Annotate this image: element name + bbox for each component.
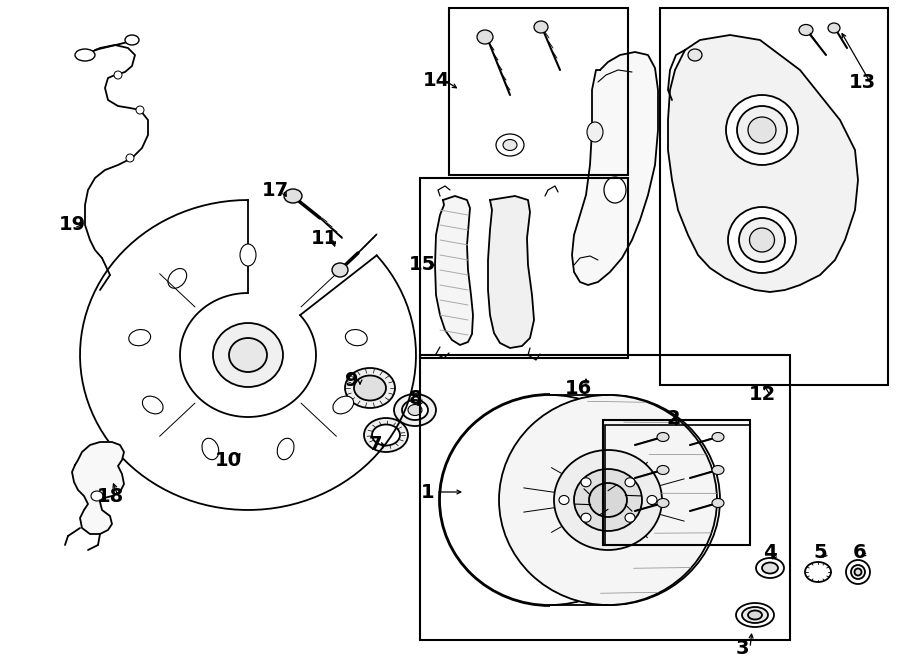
Ellipse shape	[739, 218, 785, 262]
Text: 8: 8	[410, 389, 423, 408]
Ellipse shape	[742, 607, 768, 623]
Ellipse shape	[625, 513, 635, 522]
Ellipse shape	[477, 30, 493, 44]
Bar	[420, 355, 790, 640]
Ellipse shape	[736, 603, 774, 627]
Bar	[660, 8, 888, 385]
Text: 18: 18	[96, 487, 123, 506]
Ellipse shape	[756, 558, 784, 578]
Ellipse shape	[213, 323, 283, 387]
Ellipse shape	[91, 491, 103, 501]
Ellipse shape	[126, 154, 134, 162]
Ellipse shape	[136, 106, 144, 114]
Ellipse shape	[657, 465, 669, 475]
Ellipse shape	[581, 478, 591, 487]
Polygon shape	[435, 196, 473, 345]
Text: 1: 1	[421, 483, 435, 502]
Ellipse shape	[625, 478, 635, 487]
Ellipse shape	[499, 395, 717, 605]
Ellipse shape	[728, 207, 796, 273]
Text: 12: 12	[749, 385, 776, 404]
Ellipse shape	[851, 565, 865, 579]
Ellipse shape	[346, 330, 367, 346]
Text: 16: 16	[564, 379, 591, 397]
Ellipse shape	[229, 338, 267, 372]
Ellipse shape	[762, 563, 778, 573]
Ellipse shape	[750, 228, 775, 252]
Ellipse shape	[500, 395, 720, 605]
Ellipse shape	[240, 244, 256, 266]
Ellipse shape	[737, 106, 787, 154]
Ellipse shape	[748, 610, 762, 620]
Text: 10: 10	[214, 451, 241, 469]
Ellipse shape	[129, 330, 150, 346]
Ellipse shape	[75, 49, 95, 61]
Text: 3: 3	[735, 639, 749, 657]
Text: 5: 5	[814, 542, 827, 561]
Ellipse shape	[748, 117, 776, 143]
Ellipse shape	[394, 394, 436, 426]
Ellipse shape	[688, 49, 702, 61]
Text: 14: 14	[422, 70, 450, 89]
Ellipse shape	[854, 569, 861, 575]
Ellipse shape	[408, 404, 422, 416]
Bar	[605, 425, 750, 545]
Ellipse shape	[647, 495, 657, 504]
Ellipse shape	[657, 498, 669, 508]
Polygon shape	[668, 35, 858, 292]
Ellipse shape	[589, 483, 627, 517]
Ellipse shape	[364, 418, 408, 452]
Polygon shape	[488, 196, 534, 348]
Ellipse shape	[202, 438, 219, 459]
Text: 15: 15	[409, 256, 436, 275]
Polygon shape	[572, 52, 658, 285]
Text: 2: 2	[666, 408, 680, 428]
Ellipse shape	[125, 35, 139, 45]
Text: 7: 7	[368, 436, 382, 455]
Ellipse shape	[574, 469, 642, 531]
Text: 17: 17	[261, 181, 289, 199]
Text: 11: 11	[310, 228, 338, 248]
Ellipse shape	[534, 21, 548, 33]
Ellipse shape	[554, 450, 662, 550]
Ellipse shape	[114, 71, 122, 79]
Ellipse shape	[332, 263, 348, 277]
Ellipse shape	[440, 395, 660, 605]
Polygon shape	[72, 442, 124, 534]
Ellipse shape	[726, 95, 798, 165]
Ellipse shape	[277, 438, 294, 459]
Text: 19: 19	[58, 216, 86, 234]
Ellipse shape	[805, 562, 831, 582]
Text: 6: 6	[853, 542, 867, 561]
Text: 13: 13	[849, 73, 876, 91]
Ellipse shape	[354, 375, 386, 401]
Ellipse shape	[587, 122, 603, 142]
Ellipse shape	[333, 396, 354, 414]
Ellipse shape	[828, 23, 840, 33]
Ellipse shape	[168, 269, 186, 288]
Ellipse shape	[284, 189, 302, 203]
Ellipse shape	[846, 560, 870, 584]
Ellipse shape	[402, 400, 428, 420]
Text: 9: 9	[346, 371, 359, 389]
Ellipse shape	[559, 495, 569, 504]
Ellipse shape	[799, 24, 813, 36]
Ellipse shape	[345, 368, 395, 408]
Ellipse shape	[712, 498, 724, 508]
Ellipse shape	[496, 134, 524, 156]
Ellipse shape	[657, 432, 669, 442]
Text: 4: 4	[763, 542, 777, 561]
Ellipse shape	[712, 465, 724, 475]
Ellipse shape	[581, 513, 591, 522]
Ellipse shape	[503, 140, 517, 150]
Bar	[603, 420, 750, 545]
Ellipse shape	[604, 177, 626, 203]
Bar	[449, 8, 628, 175]
Ellipse shape	[712, 432, 724, 442]
Bar	[420, 178, 628, 358]
Ellipse shape	[372, 424, 400, 446]
Ellipse shape	[142, 396, 163, 414]
